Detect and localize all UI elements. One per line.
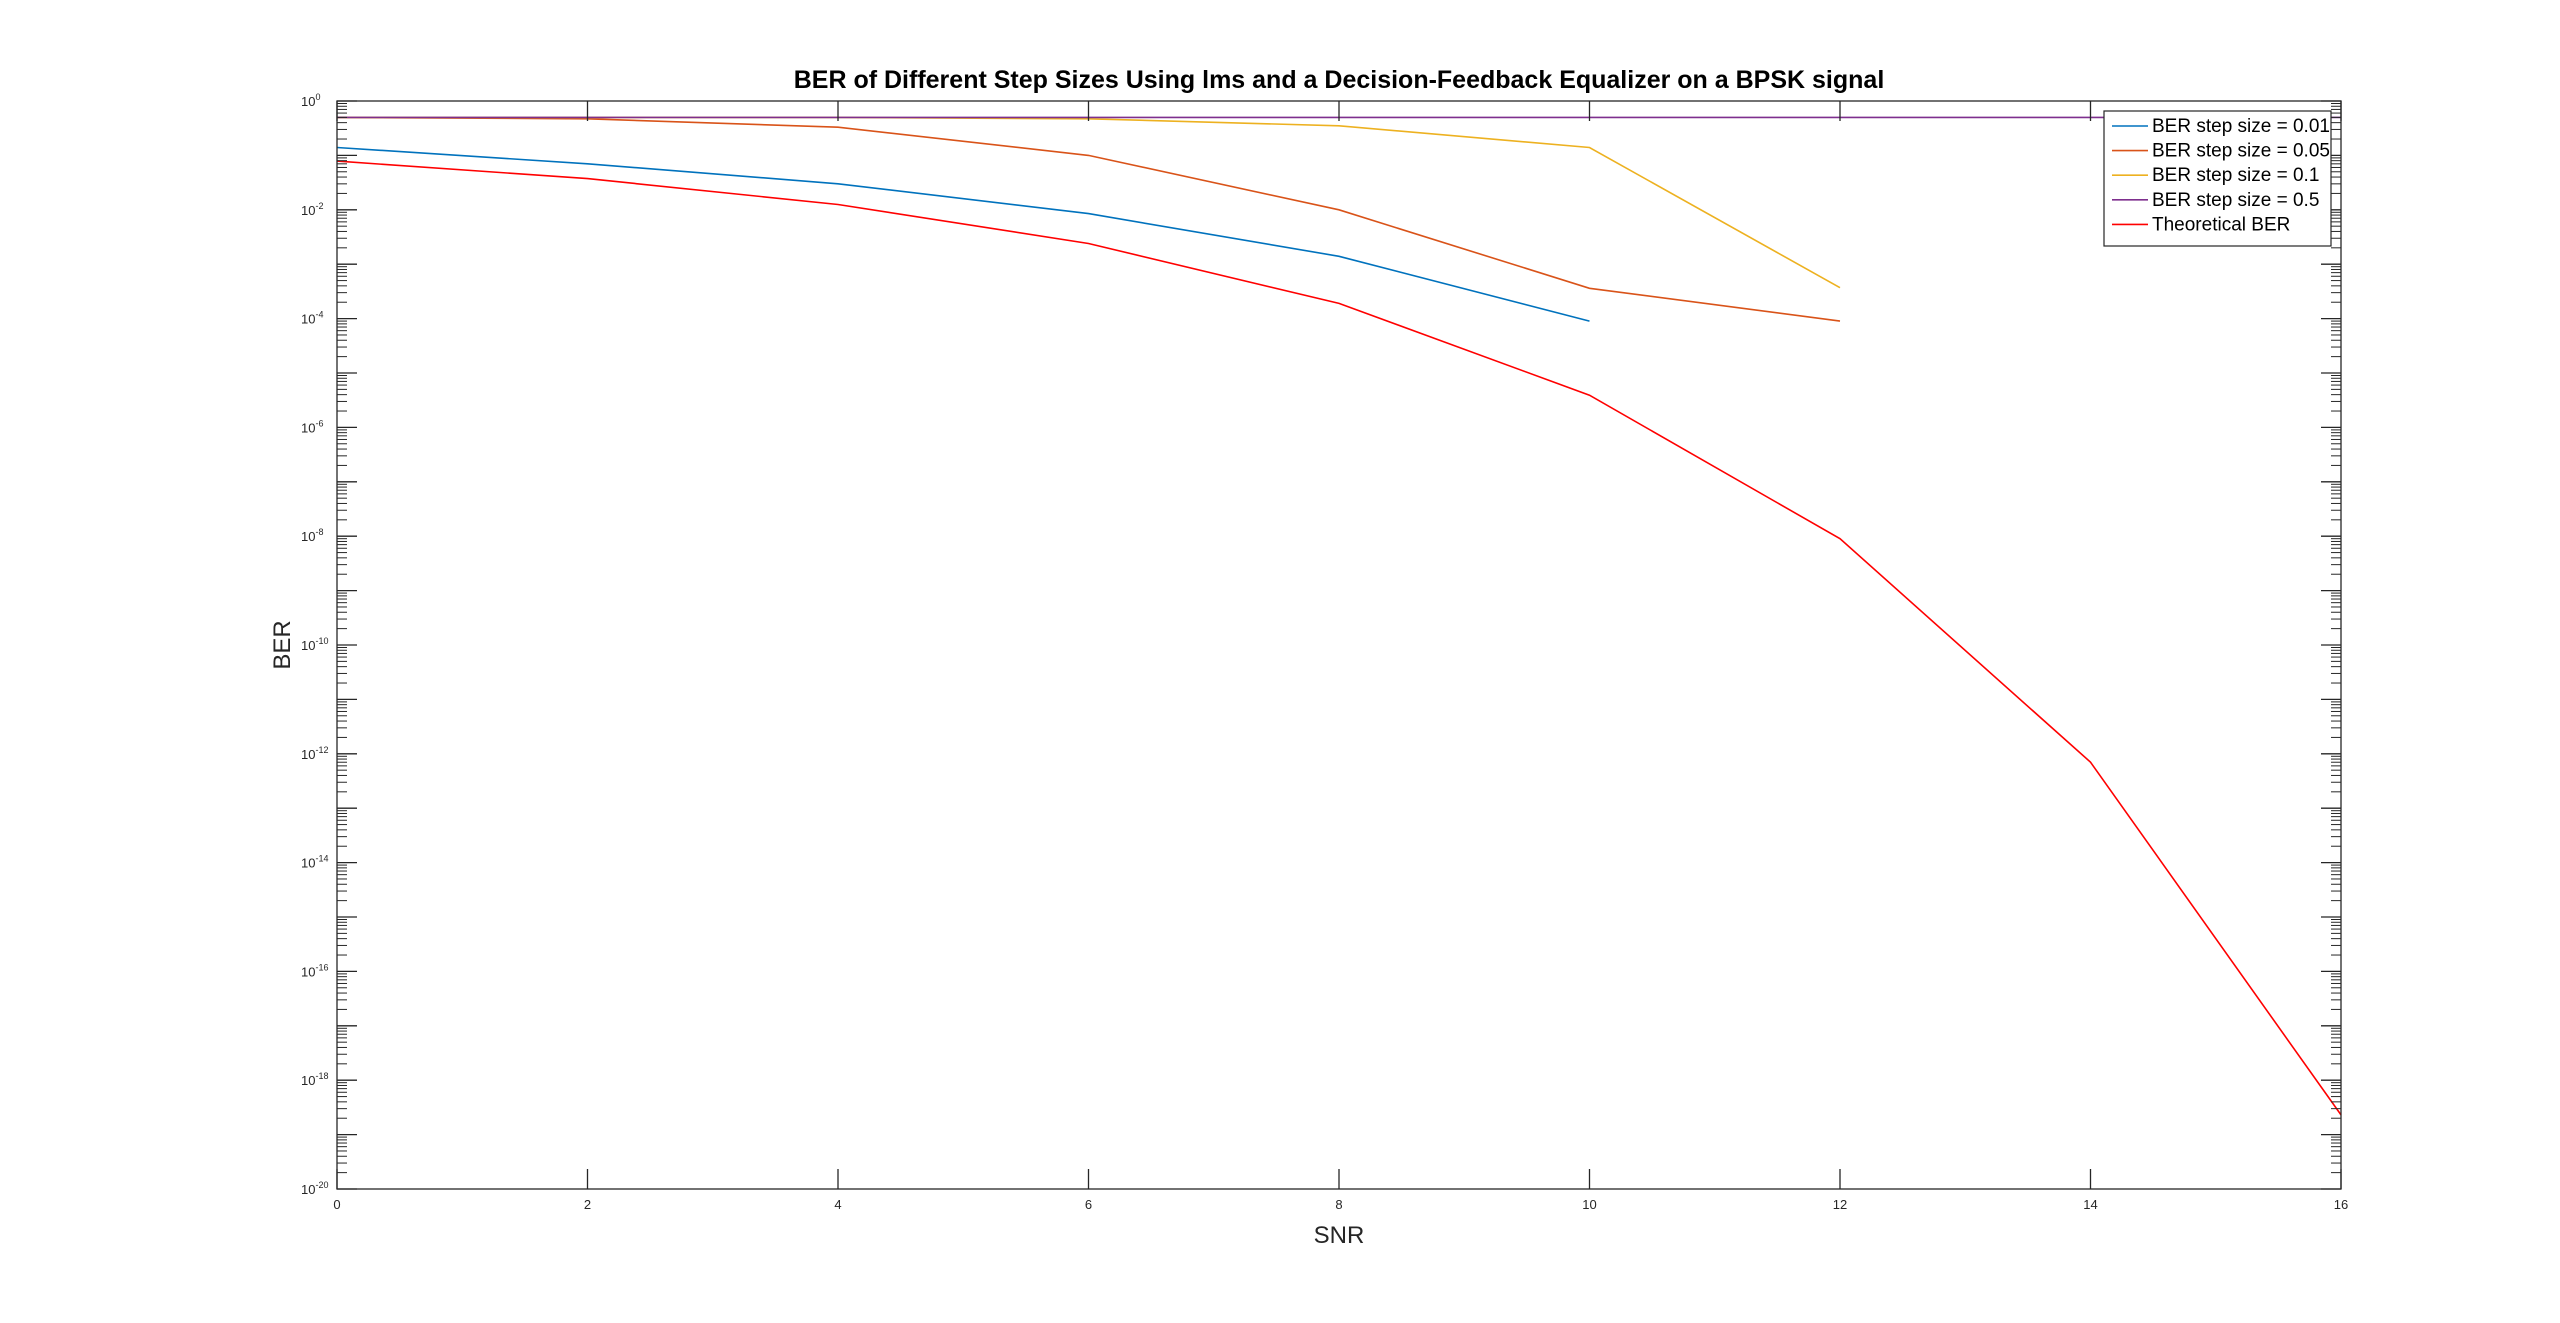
legend-entry: BER step size = 0.5 [2152, 190, 2319, 211]
chart-title: BER of Different Step Sizes Using lms an… [794, 66, 1885, 94]
x-tick-label: 2 [584, 1197, 591, 1212]
y-tick-exponent: -2 [315, 201, 323, 211]
x-tick-label: 0 [333, 1197, 340, 1212]
legend-entry: BER step size = 0.05 [2152, 141, 2330, 162]
y-tick-exponent: 0 [315, 92, 320, 102]
y-tick-exponent: -6 [315, 418, 323, 428]
y-tick-exponent: -18 [315, 1071, 328, 1081]
x-axis-label: SNR [1314, 1222, 1365, 1249]
legend-entry: BER step size = 0.1 [2152, 165, 2319, 186]
x-tick-label: 12 [1833, 1197, 1847, 1212]
series-line-5 [336, 160, 2342, 1116]
legend: BER step size = 0.01 BER step size = 0.05… [2103, 110, 2332, 247]
y-tick-exponent: -12 [315, 745, 328, 755]
x-tick-label: 6 [1085, 1197, 1092, 1212]
x-tick-label: 14 [2083, 1197, 2097, 1212]
legend-box [2103, 110, 2332, 247]
y-tick-exponent: -4 [315, 310, 323, 320]
series-line-1 [336, 146, 1590, 322]
y-axis-label: BER [269, 620, 296, 669]
x-tick-label: 8 [1335, 1197, 1342, 1212]
y-tick-exponent: -20 [315, 1180, 328, 1190]
x-tick-label: 10 [1582, 1197, 1596, 1212]
legend-entry: BER step size = 0.01 [2152, 116, 2330, 137]
y-tick-exponent: -16 [315, 962, 328, 972]
x-tick-label: 16 [2334, 1197, 2348, 1212]
y-tick-exponent: -10 [315, 636, 328, 646]
legend-entry: Theoretical BER [2152, 214, 2290, 235]
plot-area [337, 101, 2341, 1189]
y-tick-exponent: -14 [315, 854, 328, 864]
x-tick-label: 4 [834, 1197, 841, 1212]
ticks-layer: 0 2 4 6 8 10 12 14 1610010-210-410-610-810-1010-… [301, 92, 2348, 1212]
y-tick-exponent: -8 [315, 527, 323, 537]
